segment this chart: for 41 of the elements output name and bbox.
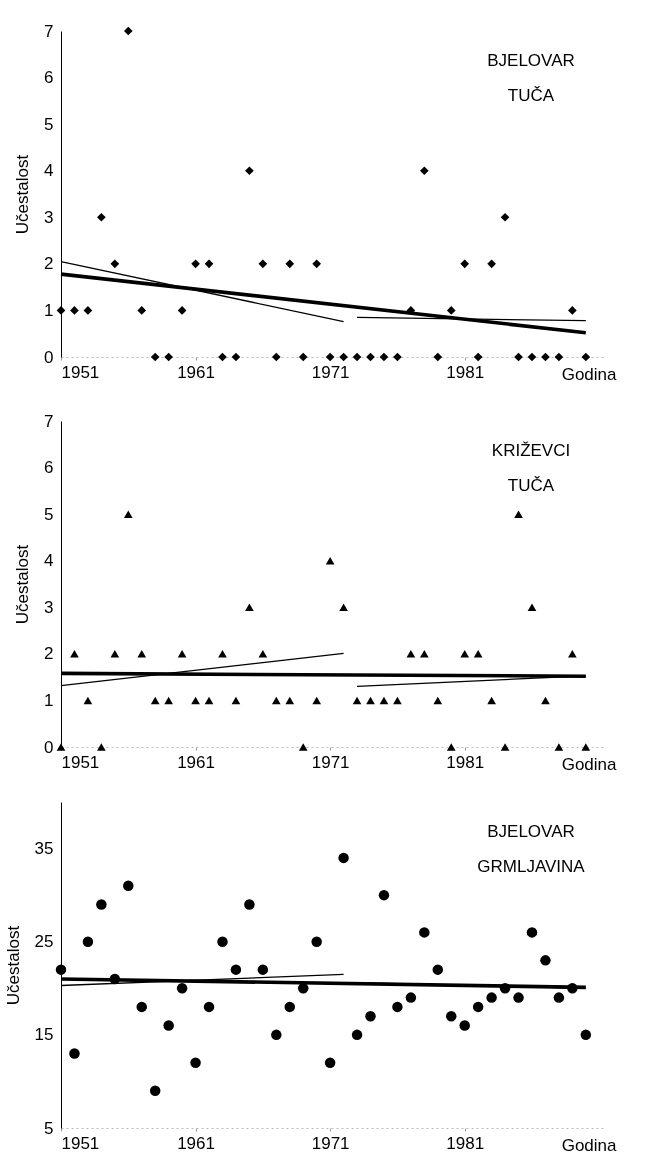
x-tick-label: 1981 [446,362,485,382]
x-tick-label: 1961 [177,752,215,772]
x-tick-label: 1981 [446,1133,485,1153]
y-tick-label: 7 [44,21,54,41]
y-tick-label: 5 [44,1118,54,1138]
x-tick-label: 1971 [311,362,350,382]
y-tick-label: 3 [44,207,54,227]
text: BJELOVAR GRMLJAVINA [477,822,586,876]
x-axis-title: Godina [561,1135,618,1155]
y-axis-title: Učestalost [13,154,33,235]
text: BJELOVAR TUČA [487,51,575,105]
y-tick-label: 7 [44,411,54,431]
x-axis-title: Godina [561,364,618,384]
y-tick-label: 2 [44,644,54,664]
x-tick-label: 1951 [61,752,100,772]
y-tick-label: 6 [44,68,54,88]
y-axis-title: Učestalost [3,925,23,1006]
x-tick-label: 1961 [177,1133,215,1153]
x-tick-label: 1981 [446,752,485,772]
y-tick-label: 4 [44,551,54,571]
x-tick-label: 1951 [61,362,100,382]
y-tick-label: 1 [44,300,54,320]
text: KRIŽEVCI TUČA [491,441,571,495]
x-axis-title: Godina [561,754,618,774]
y-tick-label: 0 [44,737,54,757]
y-tick-label: 2 [44,254,54,274]
x-tick-label: 1971 [311,752,350,772]
y-tick-label: 4 [44,161,54,181]
y-tick-label: 35 [34,839,54,859]
y-tick-label: 15 [34,1025,54,1045]
y-tick-label: 3 [44,597,54,617]
y-tick-label: 0 [44,347,54,367]
x-tick-label: 1971 [311,1133,350,1153]
y-tick-label: 25 [34,932,54,952]
y-tick-label: 5 [44,504,54,524]
y-tick-label: 5 [44,114,54,134]
y-tick-label: 1 [44,690,54,710]
x-tick-label: 1951 [61,1133,100,1153]
x-tick-label: 1961 [177,362,215,382]
y-tick-label: 6 [44,458,54,478]
y-axis-title: Učestalost [13,544,33,625]
